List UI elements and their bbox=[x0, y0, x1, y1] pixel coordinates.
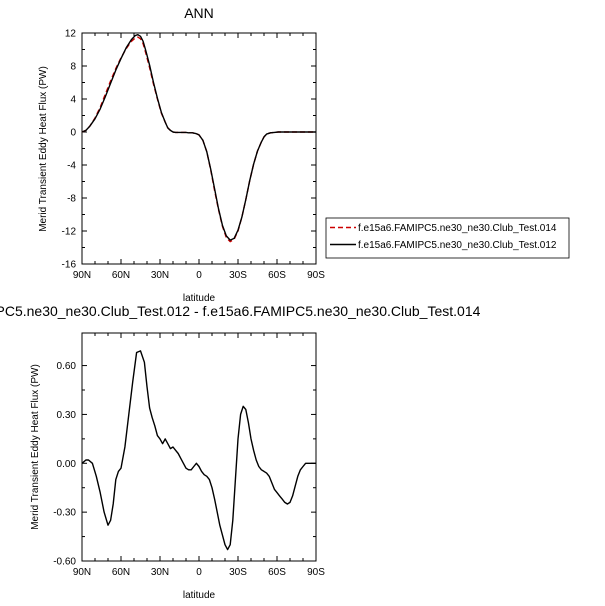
top-chart-x-tick-label: 60N bbox=[112, 270, 130, 281]
top-chart-x-tick-label: 30S bbox=[229, 270, 247, 281]
top-chart-x-axis-label: latitude bbox=[183, 293, 216, 304]
top-chart-x-tick-label: 90S bbox=[307, 270, 325, 281]
bottom-chart-x-tick-label: 90S bbox=[307, 567, 325, 578]
bottom-chart-y-tick-label: 0.60 bbox=[57, 361, 77, 372]
bottom-chart-y-tick-label: 0.30 bbox=[57, 410, 77, 421]
top-chart-x-tick-label: 90N bbox=[73, 270, 91, 281]
top-chart: ANN Merid Transient Eddy Heat Flux (PW) … bbox=[38, 5, 325, 304]
top-chart-y-tick-label: 4 bbox=[70, 95, 76, 106]
bottom-chart-x-tick-label: 30N bbox=[151, 567, 169, 578]
top-chart-y-tick-label: -4 bbox=[67, 161, 76, 172]
top-chart-y-tick-label: -12 bbox=[62, 227, 77, 238]
bottom-chart-x-tick-label: 90N bbox=[73, 567, 91, 578]
bottom-chart-y-axis-label: Merid Transient Eddy Heat Flux (PW) bbox=[30, 364, 41, 530]
bottom-chart-x-tick-label: 60S bbox=[268, 567, 286, 578]
top-chart-x-tick-label: 0 bbox=[196, 270, 202, 281]
bottom-chart: IPC5.ne30_ne30.Club_Test.012 - f.e15a6.F… bbox=[0, 303, 481, 601]
bottom-chart-x-tick-label: 60N bbox=[112, 567, 130, 578]
legend-entry-1: f.e15a6.FAMIPC5.ne30_ne30.Club_Test.012 bbox=[358, 240, 557, 251]
bottom-chart-y-tick-label: -0.60 bbox=[53, 557, 76, 568]
bottom-chart-x-tick-label: 0 bbox=[196, 567, 202, 578]
top-chart-y-tick-label: -16 bbox=[62, 260, 77, 271]
top-chart-y-tick-label: -8 bbox=[67, 194, 76, 205]
bottom-chart-y-tick-label: -0.30 bbox=[53, 508, 76, 519]
legend-box bbox=[325, 217, 570, 259]
top-chart-y-tick-label: 12 bbox=[65, 29, 77, 40]
bottom-chart-plot-frame bbox=[81, 332, 317, 562]
top-chart-x-tick-label: 60S bbox=[268, 270, 286, 281]
legend: f.e15a6.FAMIPC5.ne30_ne30.Club_Test.014f… bbox=[325, 217, 570, 259]
bottom-chart-title: IPC5.ne30_ne30.Club_Test.012 - f.e15a6.F… bbox=[0, 303, 481, 319]
top-chart-series-line-1 bbox=[81, 34, 316, 241]
top-chart-y-axis-label: Merid Transient Eddy Heat Flux (PW) bbox=[38, 66, 49, 232]
bottom-chart-series-line-0 bbox=[81, 350, 316, 551]
top-chart-title: ANN bbox=[184, 5, 214, 21]
legend-entry-0: f.e15a6.FAMIPC5.ne30_ne30.Club_Test.014 bbox=[358, 223, 557, 234]
top-chart-y-tick-label: 8 bbox=[70, 62, 76, 73]
top-chart-y-tick-label: 0 bbox=[70, 128, 76, 139]
top-chart-x-tick-label: 30N bbox=[151, 270, 169, 281]
bottom-chart-x-axis-label: latitude bbox=[183, 590, 216, 601]
bottom-chart-y-tick-label: 0.00 bbox=[57, 459, 77, 470]
bottom-chart-x-tick-label: 30S bbox=[229, 567, 247, 578]
